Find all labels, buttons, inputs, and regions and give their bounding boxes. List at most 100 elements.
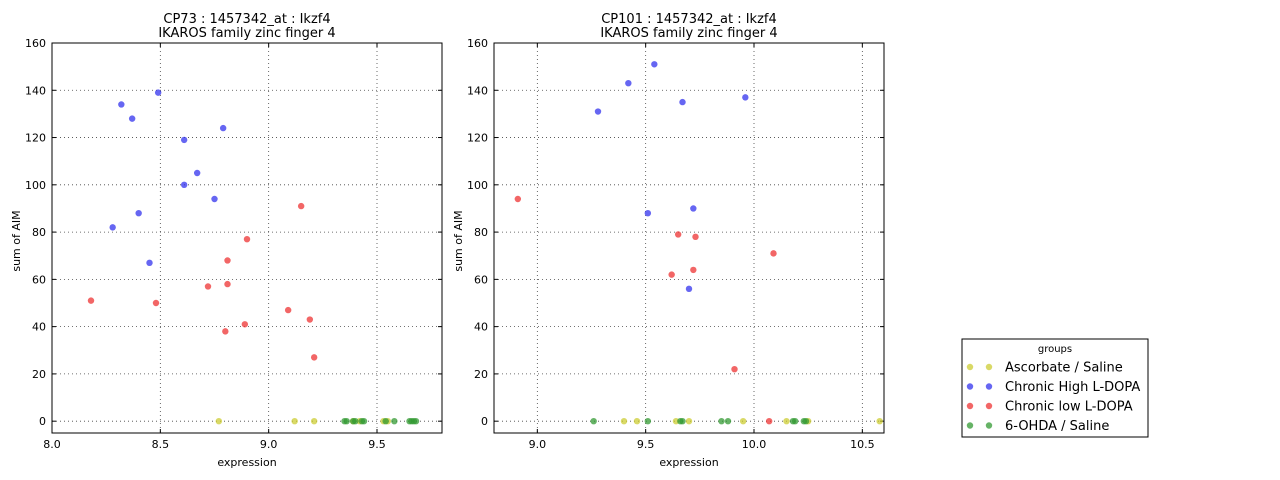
data-point (770, 250, 777, 257)
data-point (180, 181, 188, 189)
data-point (876, 417, 883, 425)
data-point (783, 417, 790, 425)
legend: groups Ascorbate / Saline Chronic High L-… (961, 338, 1149, 438)
chart-title: CP101 : 1457342_at : Ikzf4 (601, 12, 777, 27)
legend-marker (985, 383, 993, 390)
data-point (87, 297, 95, 304)
data-point (310, 354, 318, 361)
data-points (87, 89, 420, 425)
data-point (625, 79, 632, 87)
data-point (391, 417, 398, 425)
data-point (644, 417, 652, 425)
x-tick-label: 9.0 (529, 438, 547, 451)
axis-ticks: 9.0 9.5 10.0 10.5 0 20 40 60 80 100 120 140 160 (467, 37, 884, 451)
data-point (343, 417, 350, 425)
y-tick-label: 120 (467, 132, 488, 145)
y-tick-label: 60 (32, 273, 46, 286)
y-tick-label: 0 (39, 415, 46, 428)
chart-title: CP73 : 1457342_at : Ikzf4 (163, 12, 330, 27)
y-tick-label: 60 (474, 273, 488, 286)
data-point (742, 94, 749, 101)
x-axis-label: expression (217, 456, 276, 469)
data-point (224, 280, 231, 288)
y-tick-label: 40 (32, 321, 46, 334)
chart-panel-cp101: CP101 : 1457342_at : Ikzf4 IKAROS family… (452, 12, 885, 469)
data-point (152, 299, 160, 307)
data-points (514, 61, 883, 425)
legend-marker (985, 363, 993, 371)
data-point (109, 224, 116, 231)
legend-marker (985, 402, 993, 410)
data-point (724, 417, 732, 425)
legend-marker (966, 363, 974, 371)
legend-label: Chronic low L-DOPA (1005, 400, 1133, 415)
data-point (215, 417, 223, 425)
legend-box (961, 338, 1149, 438)
data-point (224, 257, 231, 264)
legend-marker (966, 402, 974, 410)
data-point (644, 209, 652, 217)
data-point (633, 417, 641, 425)
data-point (154, 89, 162, 96)
data-point (146, 259, 153, 267)
legend-marker (966, 383, 974, 390)
data-point (219, 124, 227, 132)
y-tick-label: 140 (25, 84, 46, 97)
y-tick-label: 100 (467, 179, 488, 192)
data-point (291, 417, 298, 425)
chart-subtitle: IKAROS family zinc finger 4 (158, 26, 335, 41)
y-tick-label: 120 (25, 132, 46, 145)
y-tick-label: 20 (474, 368, 488, 381)
legend-label: Chronic High L-DOPA (1005, 380, 1140, 395)
data-point (690, 266, 697, 274)
data-point (731, 365, 738, 373)
data-point (668, 271, 675, 278)
data-point (692, 233, 699, 241)
y-axis-label: sum of AIM (10, 210, 23, 271)
data-point (352, 417, 359, 425)
data-point (685, 285, 693, 293)
data-point (690, 205, 697, 212)
axis-ticks: 8.0 8.5 9.0 9.5 0 20 40 60 80 100 120 140 160 (25, 37, 442, 451)
data-point (674, 231, 682, 238)
data-point (360, 417, 368, 425)
x-tick-label: 10.5 (850, 438, 875, 451)
y-tick-label: 20 (32, 368, 46, 381)
chart-panel-cp73: CP73 : 1457342_at : Ikzf4 IKAROS family … (10, 12, 443, 469)
data-point (765, 417, 773, 425)
data-point (412, 417, 420, 425)
data-point (802, 417, 810, 425)
data-point (739, 417, 747, 425)
data-point (679, 98, 686, 106)
y-tick-label: 80 (474, 226, 488, 239)
x-tick-label: 10.0 (742, 438, 767, 451)
data-point (651, 61, 658, 68)
legend-title: groups (1038, 344, 1072, 355)
plot-frame (493, 42, 885, 434)
legend-marker (966, 422, 974, 429)
data-point (284, 306, 292, 314)
data-point (222, 328, 229, 335)
legend-label: 6-OHDA / Saline (1005, 419, 1109, 434)
y-tick-label: 80 (32, 226, 46, 239)
data-point (718, 417, 725, 425)
data-point (382, 417, 389, 425)
x-tick-label: 9.5 (637, 438, 655, 451)
data-point (310, 417, 318, 425)
legend-marker (985, 422, 993, 429)
y-tick-label: 40 (474, 321, 488, 334)
data-point (135, 209, 142, 217)
x-tick-label: 9.0 (260, 438, 278, 451)
legend-label: Ascorbate / Saline (1005, 361, 1123, 376)
plot-frame (51, 42, 443, 434)
y-tick-label: 160 (25, 37, 46, 50)
data-point (620, 417, 628, 425)
data-point (594, 108, 602, 115)
data-point (306, 316, 314, 323)
gridlines (494, 42, 884, 433)
x-tick-label: 8.0 (43, 438, 61, 451)
y-tick-label: 100 (25, 179, 46, 192)
data-point (193, 169, 201, 177)
y-tick-label: 140 (467, 84, 488, 97)
x-axis-label: expression (659, 456, 718, 469)
